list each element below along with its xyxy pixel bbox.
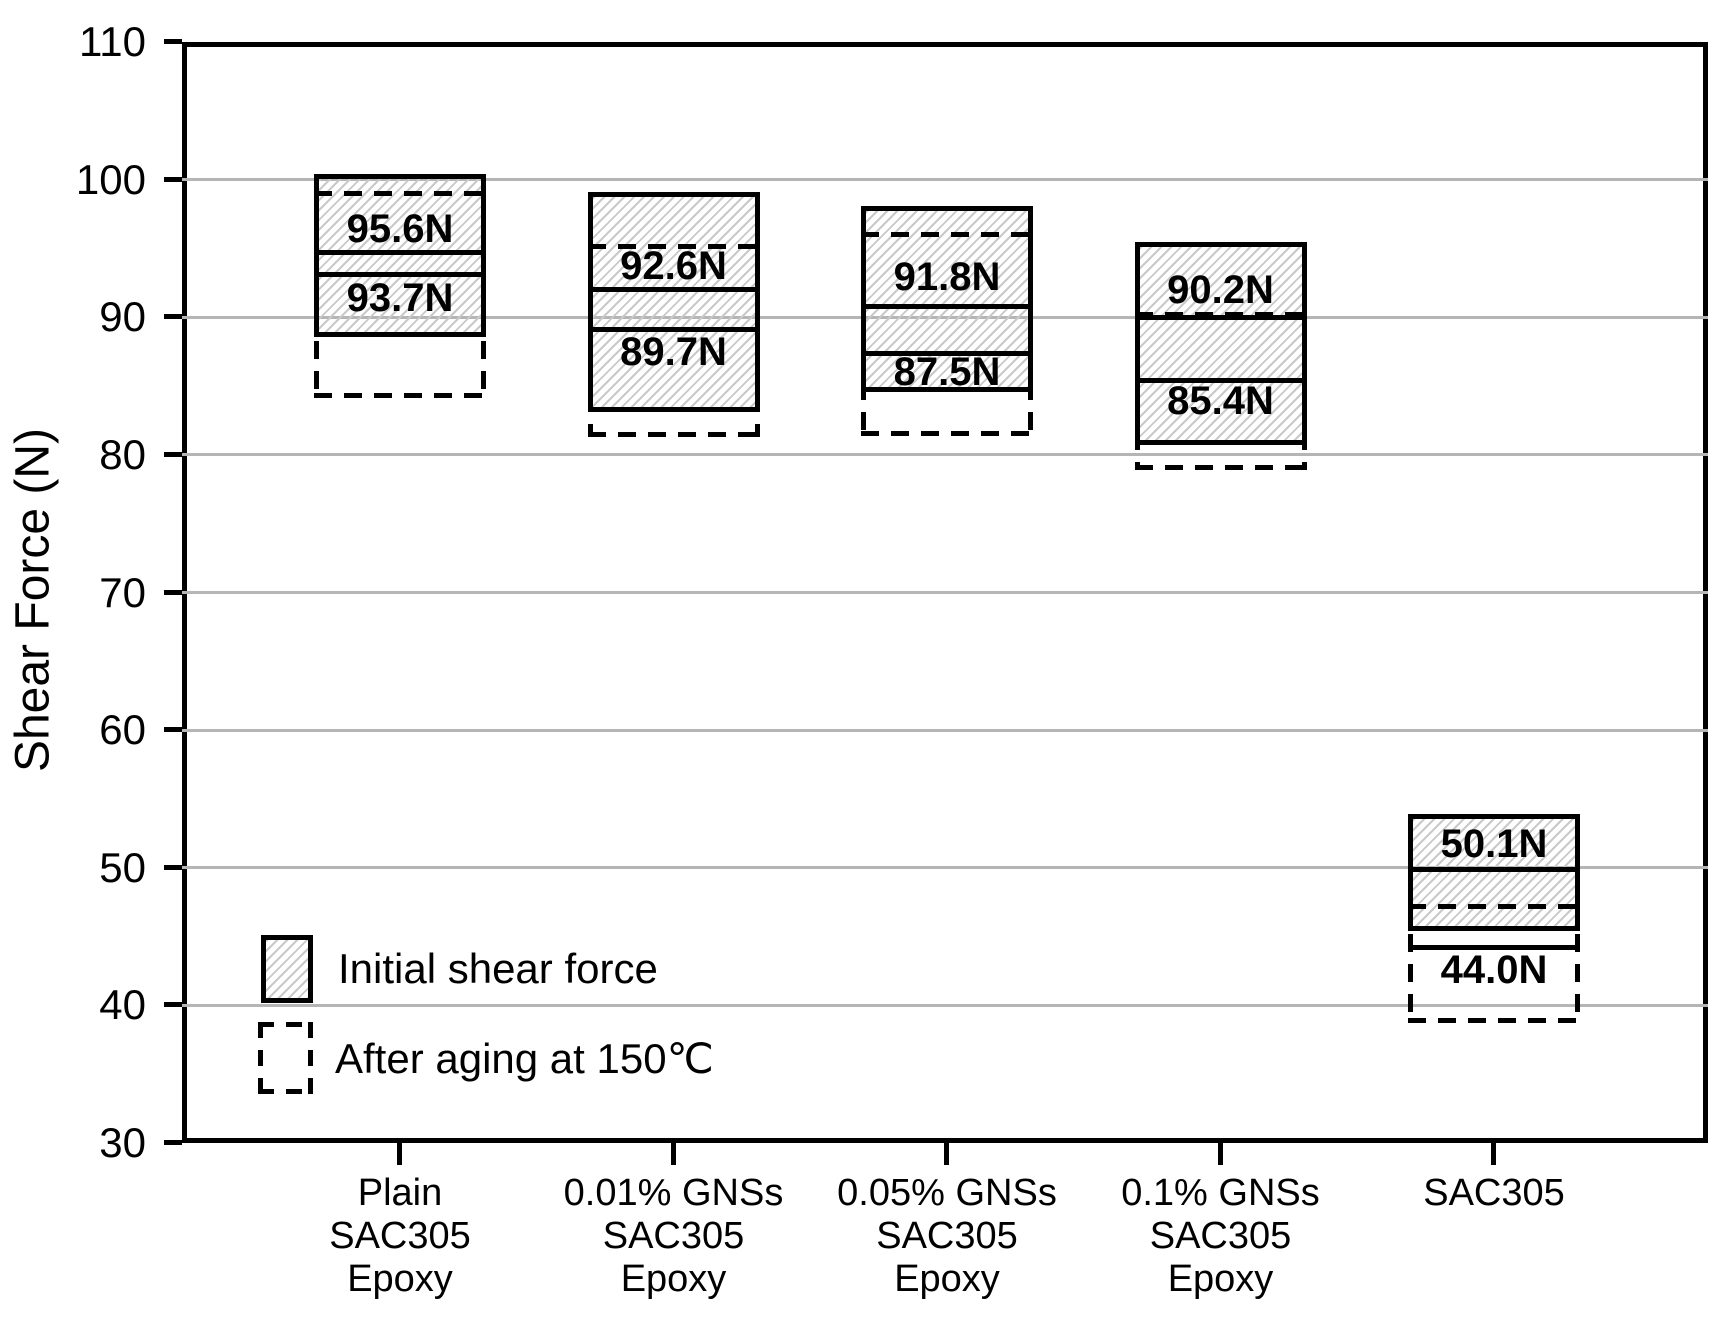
- initial-value-label: 50.1N: [1440, 822, 1548, 867]
- legend-swatch-hatched-icon: [261, 935, 313, 1003]
- y-tick-label: 70: [99, 568, 146, 616]
- aged-mean-line: [861, 350, 1033, 356]
- x-category-label-line: 0.1% GNSs: [1121, 1172, 1320, 1214]
- y-tick-label: 90: [99, 293, 146, 341]
- x-axis-tick: [944, 1143, 949, 1165]
- x-category-label: 0.05% GNSs SAC305 Epoxy: [797, 1172, 1097, 1301]
- legend-label-initial: Initial shear force: [338, 945, 658, 992]
- legend-item-initial: Initial shear force: [261, 935, 658, 1003]
- aged-box: [1408, 903, 1580, 1024]
- y-axis-tick: [164, 451, 182, 457]
- x-axis-line: [182, 1138, 1708, 1143]
- legend-swatch-dashed-icon: [258, 1022, 313, 1094]
- x-category-label-line: 0.01% GNSs: [563, 1172, 784, 1214]
- x-category-label: SAC305: [1344, 1172, 1644, 1215]
- grid-line: [182, 178, 1708, 182]
- x-category-label-line: SAC305: [876, 1215, 1018, 1257]
- grid-line: [182, 1003, 1708, 1007]
- legend-item-aged: After aging at 150℃: [258, 1022, 714, 1094]
- y-tick-label: 100: [75, 155, 146, 203]
- plot-border-top: [182, 42, 1708, 47]
- aged-mean-line: [587, 327, 760, 333]
- aged-box: [314, 190, 486, 399]
- x-category-label-line: SAC305: [1149, 1215, 1292, 1257]
- aged-value-label: 89.7N: [620, 329, 727, 374]
- initial-value-label: 91.8N: [893, 255, 1001, 300]
- y-axis-tick: [164, 589, 182, 595]
- plot-area: 95.6N 93.7N 92.6N 89.7N 91.8N 87.5N 90.2N 85.4N…: [182, 42, 1708, 1143]
- x-category-label-line: SAC305: [602, 1215, 745, 1257]
- x-category-label-line: Plain: [357, 1172, 443, 1214]
- y-tick-label: 80: [99, 430, 146, 478]
- legend-label-aged: After aging at 150℃: [335, 1034, 714, 1082]
- initial-value-label: 95.6N: [346, 207, 454, 252]
- aged-value-label: 87.5N: [893, 350, 1001, 395]
- x-axis-tick: [670, 1143, 676, 1165]
- y-axis-tick: [164, 176, 182, 182]
- x-category-label: 0.01% GNSs SAC305 Epoxy: [524, 1172, 824, 1301]
- y-axis-tick: [164, 1140, 182, 1145]
- initial-mean-line: [314, 250, 486, 256]
- aged-box: [861, 231, 1033, 436]
- x-category-label-line: Epoxy: [347, 1258, 453, 1300]
- y-tick-label: 50: [99, 843, 146, 891]
- x-axis-tick: [1217, 1143, 1223, 1165]
- aged-mean-line: [314, 272, 486, 278]
- x-axis-tick: [397, 1143, 402, 1165]
- x-category-label-line: Epoxy: [620, 1258, 727, 1300]
- aged-value-label: 85.4N: [1167, 379, 1274, 424]
- grid-line: [182, 866, 1708, 870]
- y-tick-label: 60: [99, 706, 146, 754]
- y-tick-label: 30: [99, 1119, 146, 1166]
- y-axis-tick: [164, 864, 182, 870]
- initial-value-label: 92.6N: [620, 244, 727, 289]
- y-axis-tick: [164, 314, 182, 320]
- grid-line: [182, 453, 1708, 457]
- aged-value-label: 44.0N: [1440, 947, 1548, 992]
- aged-box: [587, 244, 760, 437]
- y-tick-label: 110: [79, 18, 146, 65]
- x-category-label-line: Epoxy: [1167, 1258, 1274, 1300]
- aged-box: [1134, 311, 1307, 470]
- y-axis-tick: [164, 39, 182, 44]
- x-category-label-line: Epoxy: [894, 1258, 1000, 1300]
- y-axis-tick: [164, 727, 182, 733]
- initial-mean-line: [861, 303, 1033, 309]
- aged-value-label: 93.7N: [346, 275, 454, 320]
- initial-mean-line: [1408, 866, 1580, 872]
- initial-mean-line: [1134, 314, 1307, 320]
- y-tick-label: 40: [99, 981, 146, 1029]
- x-category-label-line: SAC305: [329, 1215, 471, 1257]
- x-category-label-line: SAC305: [1423, 1172, 1565, 1214]
- initial-mean-line: [587, 287, 760, 293]
- x-category-label-line: 0.05% GNSs: [837, 1172, 1057, 1214]
- grid-line: [182, 728, 1708, 732]
- x-category-label: 0.1% GNSs SAC305 Epoxy: [1071, 1172, 1371, 1301]
- aged-mean-line: [1408, 945, 1580, 951]
- x-category-label: Plain SAC305 Epoxy: [250, 1172, 550, 1301]
- y-axis-tick: [164, 1002, 182, 1008]
- aged-mean-line: [1134, 378, 1307, 384]
- initial-value-label: 90.2N: [1167, 267, 1274, 312]
- x-axis-tick: [1491, 1143, 1496, 1165]
- grid-line: [182, 591, 1708, 594]
